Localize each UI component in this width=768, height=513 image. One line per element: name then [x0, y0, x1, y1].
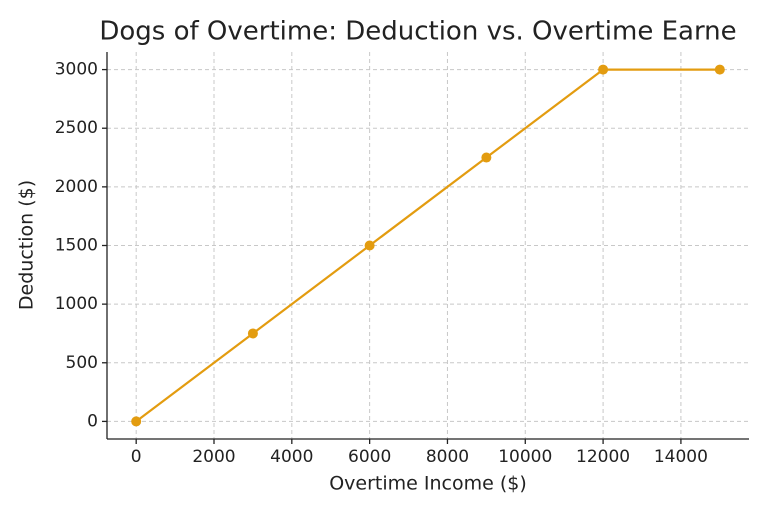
data-point [364, 240, 375, 251]
y-tick-label: 0 [87, 411, 98, 431]
x-tick-label: 0 [131, 447, 142, 467]
y-tick-label: 2000 [55, 177, 98, 197]
data-point [598, 64, 609, 75]
x-tick-label: 6000 [348, 447, 391, 467]
y-axis-label: Deduction ($) [16, 180, 38, 310]
x-tick-label: 14000 [654, 447, 708, 467]
y-tick-label: 1500 [55, 236, 98, 256]
chart-title: Dogs of Overtime: Deduction vs. Overtime… [99, 17, 736, 47]
y-tick-label: 2500 [55, 118, 98, 138]
x-tick-label: 2000 [192, 447, 235, 467]
x-axis-label: Overtime Income ($) [329, 473, 527, 495]
series-line [135, 68, 720, 423]
x-tick-label: 12000 [576, 447, 630, 467]
data-point [247, 328, 258, 339]
x-tick-label: 10000 [498, 447, 552, 467]
data-point [714, 64, 725, 75]
y-tick-label: 1000 [55, 294, 98, 314]
data-point [481, 152, 492, 163]
x-tick-label: 8000 [426, 447, 469, 467]
y-tick-label: 500 [66, 353, 98, 373]
y-tick-label: 3000 [55, 60, 98, 80]
data-point [131, 416, 142, 427]
x-tick-label: 4000 [270, 447, 313, 467]
